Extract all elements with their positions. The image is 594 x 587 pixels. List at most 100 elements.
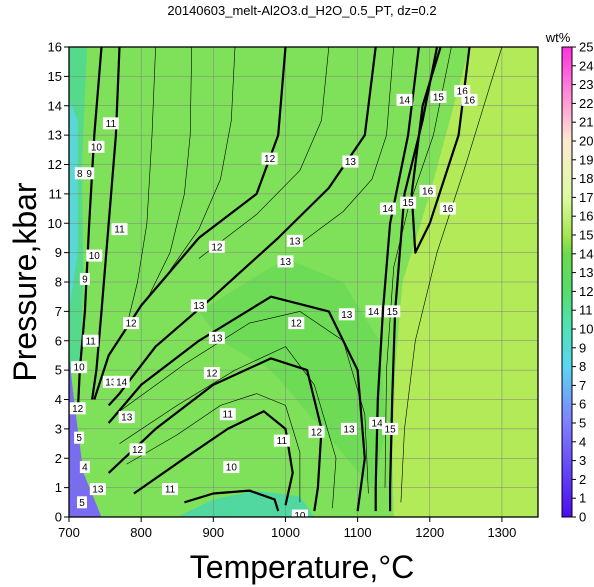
x-tick-label: 700 xyxy=(58,525,80,540)
contour-line-12 xyxy=(169,47,236,271)
y-tick-label: 9 xyxy=(55,245,62,260)
colorbar-tick-label: 20 xyxy=(579,134,593,149)
contour-label-box xyxy=(365,305,382,318)
contour-label-box xyxy=(382,422,399,435)
contour-label-box xyxy=(102,117,119,130)
contour-label: 15 xyxy=(384,305,401,318)
contour-label: 5 xyxy=(74,431,85,444)
contour-label-text: 12 xyxy=(211,242,223,253)
contour-label: 14 xyxy=(396,93,413,106)
colorbar-tick-label: 3 xyxy=(579,453,586,468)
contour-label: 13 xyxy=(342,155,359,168)
contour-label: 12 xyxy=(208,240,225,253)
contour-label-box xyxy=(208,331,225,344)
colorbar-tick-label: 25 xyxy=(579,40,593,55)
x-tick-label: 1000 xyxy=(271,525,300,540)
contour-label-text: 16 xyxy=(464,95,476,106)
contour-label-box xyxy=(219,408,236,421)
contour-label-box xyxy=(384,305,401,318)
contour-label: 16 xyxy=(461,93,478,106)
contour-label-text: 14 xyxy=(382,204,394,215)
y-tick-label: 3 xyxy=(55,421,62,436)
contour-label: 14 xyxy=(379,202,396,215)
contour-label: 10 xyxy=(71,361,88,374)
contour-label-box xyxy=(82,334,99,347)
contour-line-11 xyxy=(126,393,301,503)
x-tick-label: 1300 xyxy=(487,525,516,540)
x-tick-label: 1100 xyxy=(344,525,372,540)
colorbar-tick-label: 10 xyxy=(579,322,593,337)
contour-label-box xyxy=(162,483,179,496)
contour-label: 13 xyxy=(340,422,357,435)
contour-label-text: 10 xyxy=(294,511,306,522)
y-tick-label: 7 xyxy=(55,304,62,319)
contour-label-box xyxy=(208,240,225,253)
contour-label-box xyxy=(223,461,240,474)
contour-line-13 xyxy=(198,47,330,259)
contour-label: 10 xyxy=(86,249,103,262)
contour-label: 13 xyxy=(208,331,225,344)
contour-label: 11 xyxy=(82,334,99,347)
contour-label-text: 9 xyxy=(82,275,88,286)
contour-label-box xyxy=(79,273,90,286)
contour-label-text: 11 xyxy=(114,225,125,236)
contour-label: 13 xyxy=(338,308,355,321)
colorbar-tick-label: 23 xyxy=(579,77,593,92)
contour-label-text: 11 xyxy=(85,336,96,347)
colorbar-tick-label: 19 xyxy=(579,152,593,167)
contour-label: 10 xyxy=(223,461,240,474)
contour-label-box xyxy=(86,249,103,262)
contour-label-box xyxy=(71,361,88,374)
contour-label: 11 xyxy=(102,117,119,130)
contour-label-box xyxy=(129,443,146,456)
contour-label-box xyxy=(461,93,478,106)
region-5 xyxy=(177,490,315,517)
contour-line-16 xyxy=(410,47,471,254)
contour-label-text: 13 xyxy=(343,424,355,435)
contour-label-box xyxy=(419,184,436,197)
contour-line-14 xyxy=(299,47,394,245)
y-tick-label: 10 xyxy=(48,216,62,231)
colorbar-label: wt% xyxy=(545,30,571,45)
contour-label: 10 xyxy=(291,509,308,522)
contour-label: 12 xyxy=(308,425,325,438)
y-tick-label: 16 xyxy=(48,40,62,55)
contour-label-text: 12 xyxy=(72,404,84,415)
contour-label-text: 14 xyxy=(368,307,380,318)
contour-label-text: 14 xyxy=(116,377,128,388)
colorbar-tick-label: 4 xyxy=(579,434,586,449)
y-tick-label: 8 xyxy=(55,275,62,290)
contour-label-box xyxy=(308,425,325,438)
x-tick-label: 1200 xyxy=(415,525,444,540)
contour-label: 13 xyxy=(89,483,106,496)
contour-label-text: 13 xyxy=(92,485,104,496)
contour-label-text: 12 xyxy=(264,154,276,165)
contour-label-box xyxy=(430,90,447,103)
contour-label-box xyxy=(84,167,95,180)
contour-label: 11 xyxy=(111,223,128,236)
contour-label: 11 xyxy=(273,434,290,447)
contour-label-text: 5 xyxy=(76,433,82,444)
colorbar-tick-label: 18 xyxy=(579,171,593,186)
colorbar-tick-label: 15 xyxy=(579,228,593,243)
contour-label-box xyxy=(340,422,357,435)
y-tick-label: 6 xyxy=(55,333,62,348)
contour-label: 12 xyxy=(288,317,305,330)
y-axis-label: Pressure,kbar xyxy=(7,182,43,382)
y-tick-label: 1 xyxy=(55,480,62,495)
contour-line-12 xyxy=(93,47,287,400)
contour-line-12 xyxy=(148,47,192,297)
contour-label: 13 xyxy=(190,299,207,312)
contour-label-text: 15 xyxy=(387,307,399,318)
contour-label-box xyxy=(203,367,220,380)
y-tick-label: 14 xyxy=(48,98,62,113)
contour-label: 5 xyxy=(76,496,87,509)
y-tick-label: 11 xyxy=(49,186,63,201)
contour-label-text: 11 xyxy=(277,436,288,447)
contour-label-text: 12 xyxy=(125,319,137,330)
contour-label-box xyxy=(400,196,417,209)
colorbar-tick-label: 22 xyxy=(579,96,593,111)
contour-label: 12 xyxy=(203,367,220,380)
contour-label-box xyxy=(123,317,140,330)
